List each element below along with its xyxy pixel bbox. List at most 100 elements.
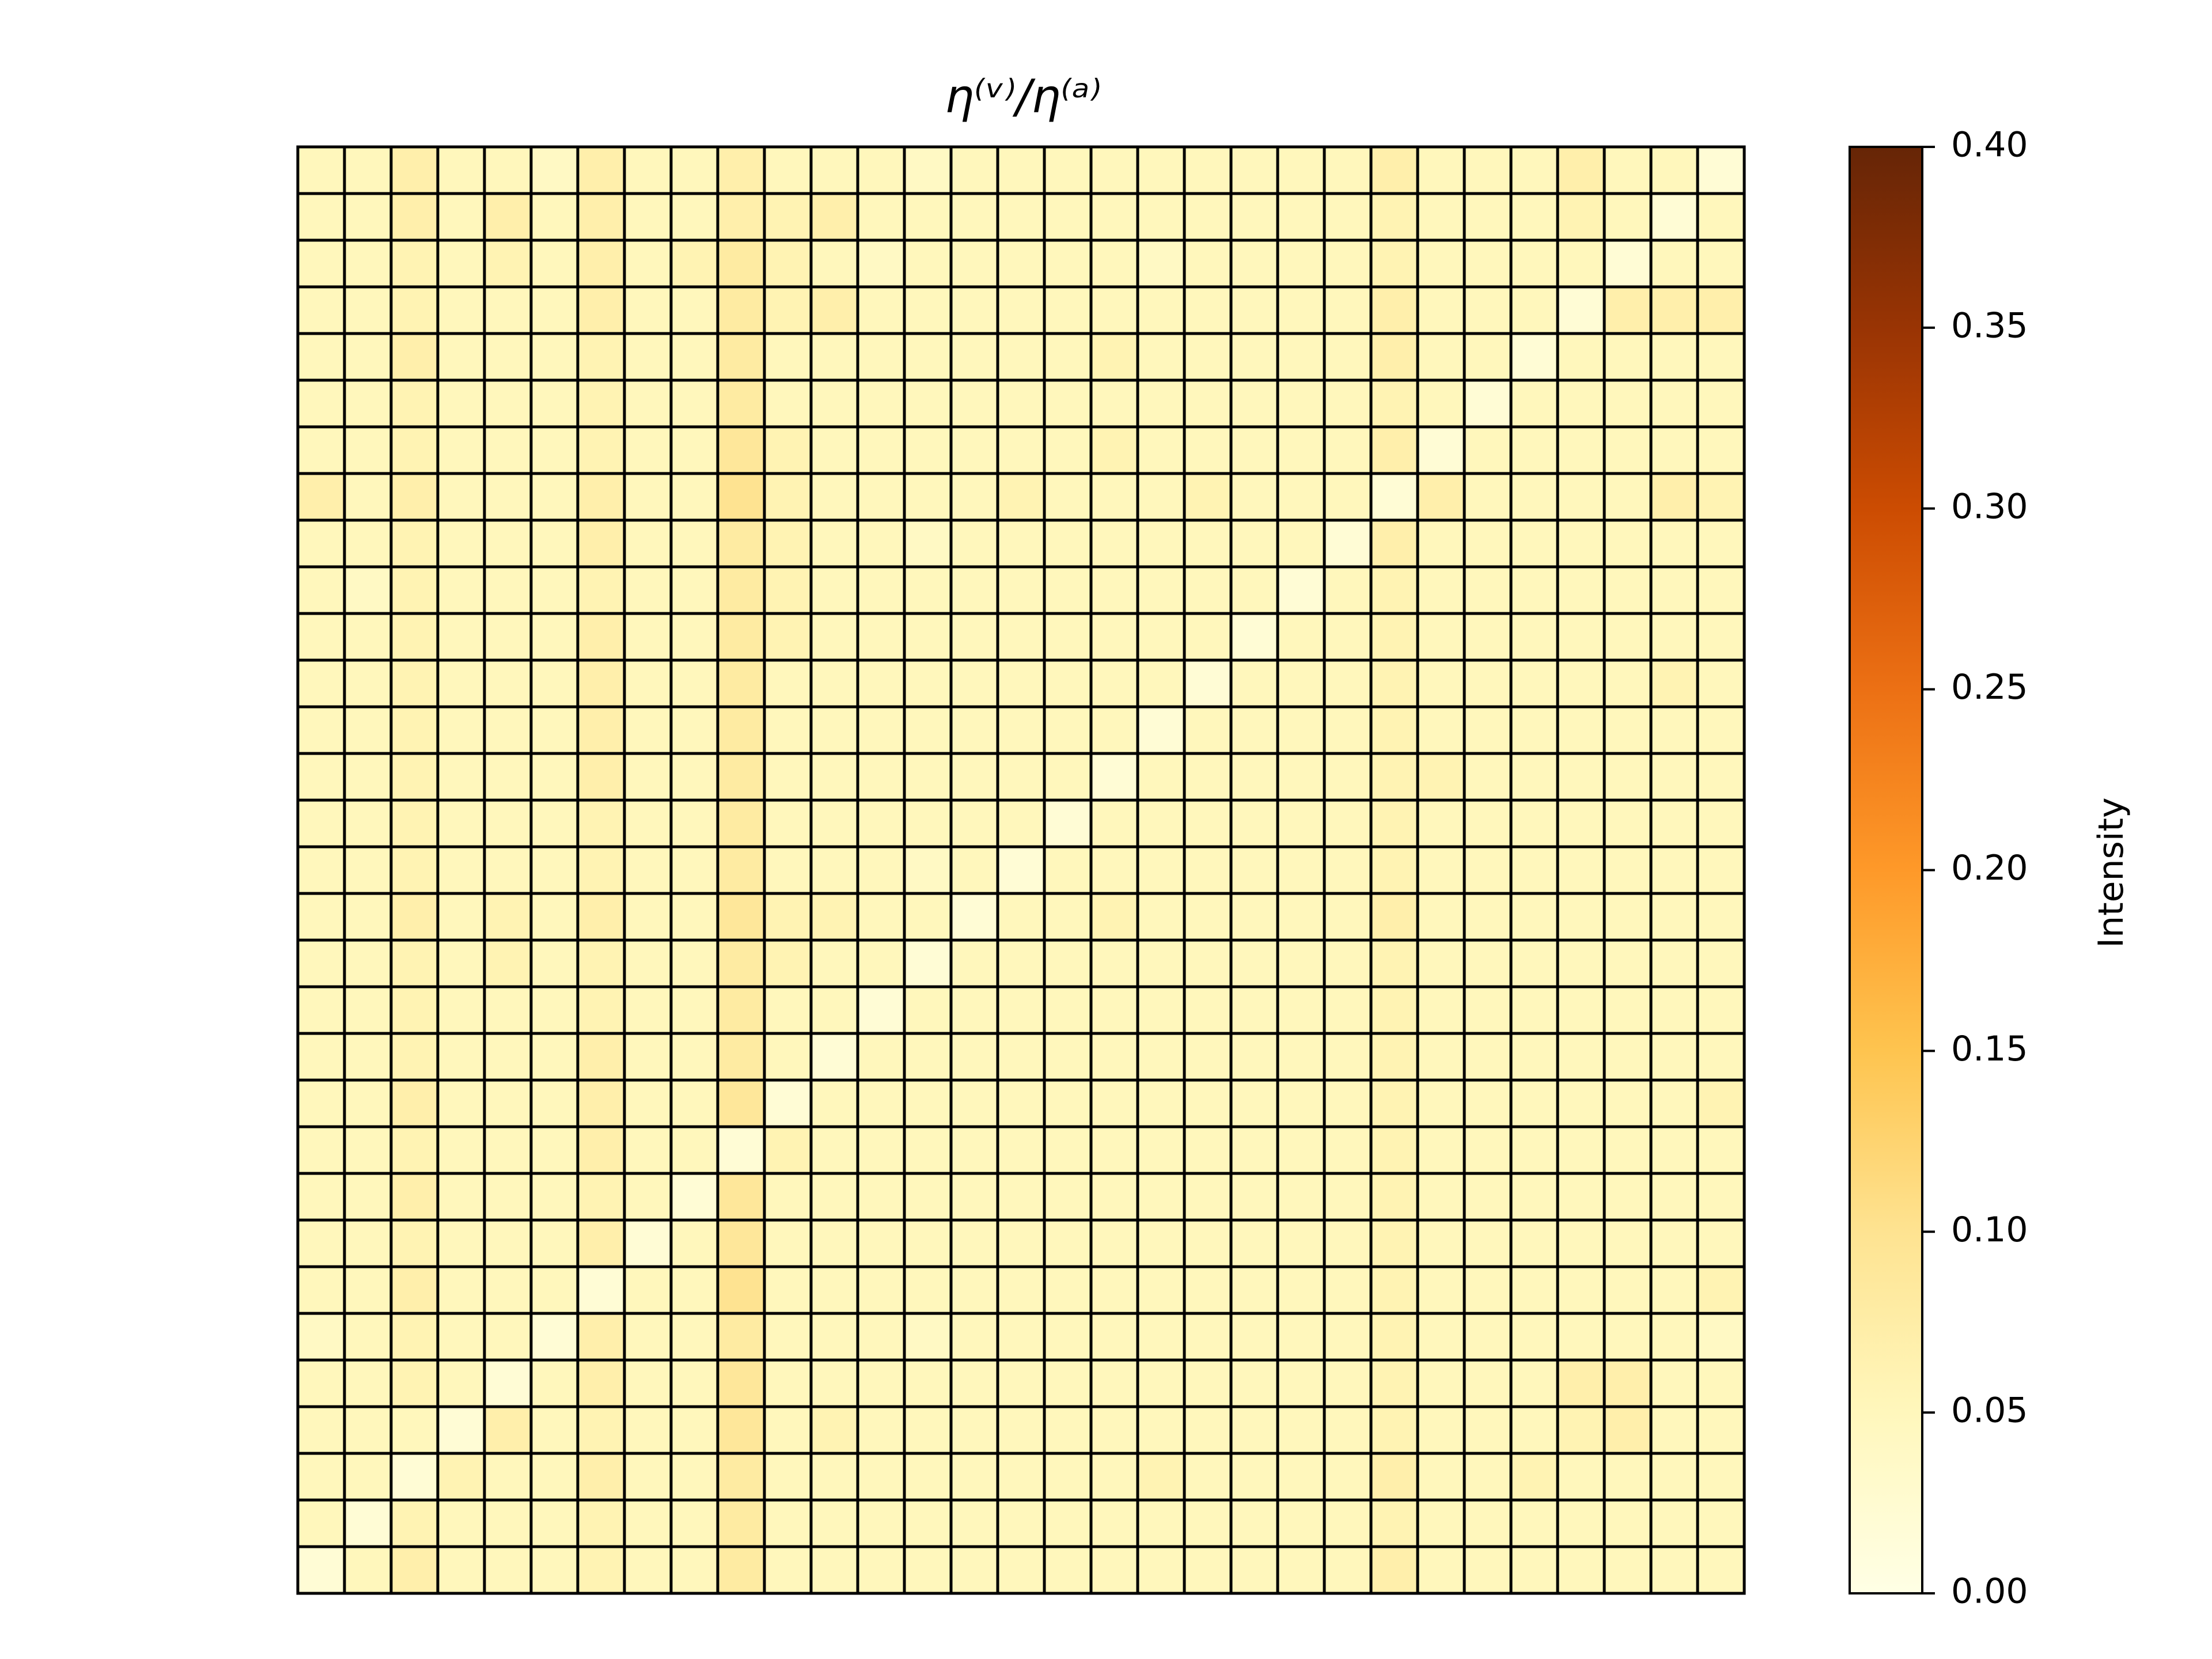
heatmap-cell (296, 1405, 346, 1455)
heatmap-cell (716, 1312, 766, 1362)
heatmap-cell (1323, 1358, 1373, 1408)
heatmap-cell (669, 332, 719, 382)
heatmap-cell (343, 1452, 393, 1502)
heatmap-cell (436, 1265, 486, 1315)
heatmap-cell (1556, 1498, 1606, 1548)
heatmap-cell (1649, 1358, 1699, 1408)
heatmap-cell (809, 1172, 859, 1222)
heatmap-cell (1649, 1498, 1699, 1548)
heatmap-cell (1603, 1125, 1653, 1175)
heatmap-cell (343, 1545, 393, 1595)
heatmap-cell (1603, 145, 1653, 195)
heatmap-cell (1556, 1545, 1606, 1595)
heatmap-cell (436, 565, 486, 615)
heatmap-cell (1696, 192, 1746, 242)
heatmap-cell (1696, 1125, 1746, 1175)
heatmap-cell (1556, 1312, 1606, 1362)
heatmap-cell (1183, 518, 1233, 569)
heatmap-cell (1649, 518, 1699, 569)
heatmap-cell (1276, 752, 1326, 802)
heatmap-cell (623, 1358, 673, 1408)
heatmap-cell (296, 332, 346, 382)
heatmap-cell (296, 472, 346, 522)
heatmap-cell (1649, 1452, 1699, 1502)
heatmap-cell (1136, 1218, 1186, 1268)
heatmap-cell (1369, 472, 1419, 522)
heatmap-cell (1649, 192, 1699, 242)
heatmap-cell (1509, 1218, 1559, 1268)
heatmap-cell (623, 1078, 673, 1128)
heatmap-cell (856, 1312, 906, 1362)
heatmap-cell (623, 1452, 673, 1502)
heatmap-cell (483, 1545, 533, 1595)
heatmap-cell (1183, 378, 1233, 429)
heatmap-cell (1136, 705, 1186, 755)
heatmap-cell (1043, 612, 1093, 662)
heatmap-cell (1509, 1078, 1559, 1128)
heatmap-cell (1183, 425, 1233, 475)
heatmap-cell (949, 798, 999, 849)
heatmap-cell (1183, 938, 1233, 988)
heatmap-cell (1509, 1032, 1559, 1082)
heatmap-cell (1043, 892, 1093, 942)
heatmap-cell (856, 378, 906, 429)
heatmap-cell (996, 892, 1046, 942)
heatmap-cell (436, 472, 486, 522)
heatmap-cell (1183, 845, 1233, 895)
heatmap-cell (903, 285, 953, 335)
heatmap-cell (716, 1498, 766, 1548)
heatmap-cell (1323, 518, 1373, 569)
heatmap-cell (1043, 752, 1093, 802)
heatmap-cell (1323, 845, 1373, 895)
heatmap-cell (436, 238, 486, 289)
heatmap-cell (529, 378, 579, 429)
heatmap-cell (389, 798, 440, 849)
heatmap-cell (1556, 798, 1606, 849)
heatmap-cell (1229, 612, 1279, 662)
heatmap-cell (1229, 705, 1279, 755)
heatmap-cell (623, 1218, 673, 1268)
heatmap-cell (716, 378, 766, 429)
heatmap-cell (1183, 1452, 1233, 1502)
heatmap-cell (529, 145, 579, 195)
heatmap-cell (1509, 425, 1559, 475)
heatmap-cell (1136, 985, 1186, 1035)
heatmap-cell (1463, 1032, 1513, 1082)
heatmap-cell (1089, 518, 1139, 569)
heatmap-cell (1276, 1078, 1326, 1128)
heatmap-cell (1416, 892, 1466, 942)
heatmap-cell (436, 285, 486, 335)
heatmap-cell (576, 752, 626, 802)
heatmap-cell (1323, 1545, 1373, 1595)
heatmap-cell (716, 1218, 766, 1268)
heatmap-cell (763, 752, 813, 802)
heatmap-cell (1229, 752, 1279, 802)
heatmap-cell (1323, 705, 1373, 755)
heatmap-cell (856, 845, 906, 895)
heatmap-cell (809, 1498, 859, 1548)
heatmap-cell (1369, 1032, 1419, 1082)
heatmap-cell (1463, 938, 1513, 988)
heatmap-cell (1229, 285, 1279, 335)
heatmap-cell (389, 1545, 440, 1595)
heatmap-cell (1416, 1545, 1466, 1595)
heatmap-cell (903, 938, 953, 988)
heatmap-cell (1509, 238, 1559, 289)
heatmap-cell (1323, 1078, 1373, 1128)
heatmap-cell (949, 985, 999, 1035)
heatmap-cell (763, 472, 813, 522)
heatmap-cell (483, 752, 533, 802)
heatmap-cell (1089, 1405, 1139, 1455)
heatmap-cell (343, 1358, 393, 1408)
heatmap-cell (483, 285, 533, 335)
heatmap-cell (669, 705, 719, 755)
heatmap-cell (1369, 658, 1419, 709)
heatmap-cell (1089, 705, 1139, 755)
heatmap-cell (1043, 1125, 1093, 1175)
heatmap-cell (529, 1125, 579, 1175)
heatmap-cell (996, 1218, 1046, 1268)
heatmap-cell (949, 938, 999, 988)
heatmap-cell (576, 565, 626, 615)
heatmap-cell (1696, 1078, 1746, 1128)
